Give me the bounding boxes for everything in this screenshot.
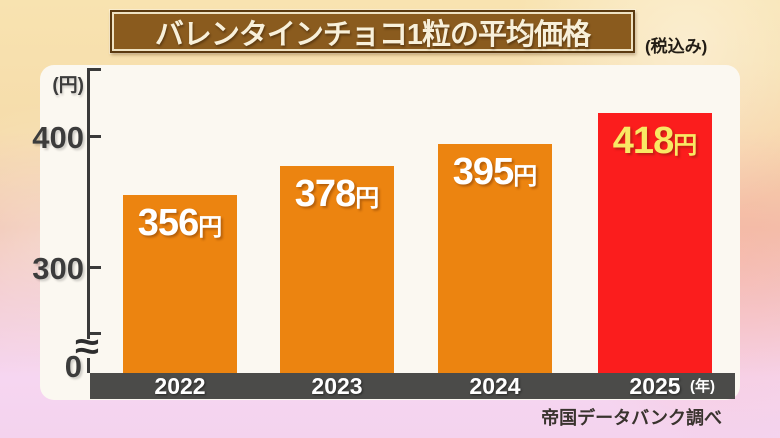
bar-2024: 395円 [438,143,552,373]
y-axis-label-400: 400 [32,120,84,155]
bar-value-suffix: 円 [673,132,698,160]
tax-included-note: (税込み) [645,37,708,56]
x-axis-unit-label: (年) [690,378,715,395]
bar-value-label: 418円 [613,120,697,163]
bar-value: 356 [137,201,199,244]
bar-value-label: 395円 [453,151,537,194]
bar-value-suffix: 円 [198,213,223,241]
title-box-inner: バレンタインチョコ1粒の平均価格 [112,12,633,51]
x-axis-band [90,373,735,399]
x-axis-label-2022: 2022 [154,373,206,399]
bar-2025: 418円 [598,113,712,373]
y-axis-tick-400 [88,135,101,138]
bar-value-label: 378円 [295,173,379,216]
bar-2023: 378円 [280,165,394,373]
bar-value: 395 [452,150,514,193]
y-axis-line [87,68,90,373]
x-axis-label-2023: 2023 [311,373,363,399]
bar-value-suffix: 円 [513,162,538,190]
title-box: バレンタインチョコ1粒の平均価格 [110,10,635,53]
axis-break-patch [83,339,94,358]
y-axis-tick-300 [88,266,101,269]
x-axis-label-2024: 2024 [469,373,521,399]
bar-value-suffix: 円 [355,184,380,212]
y-axis-label-0: 0 [64,349,82,384]
y-axis-unit-label: (円) [52,75,84,96]
y-axis-tick-break [88,332,101,335]
y-axis-label-300: 300 [32,251,84,286]
bar-value: 378 [294,172,356,215]
page-title: バレンタインチョコ1粒の平均価格 [154,18,591,51]
axis-break-icon: ≈ [74,326,99,368]
data-source-credit: 帝国データバンク調べ [541,408,722,428]
bar-value: 418 [612,120,674,163]
bar-value-label: 356円 [138,202,222,245]
y-axis-tick-top [88,68,101,71]
x-axis-label-2025: 2025 [629,373,681,399]
bar-2022: 356円 [123,194,237,373]
